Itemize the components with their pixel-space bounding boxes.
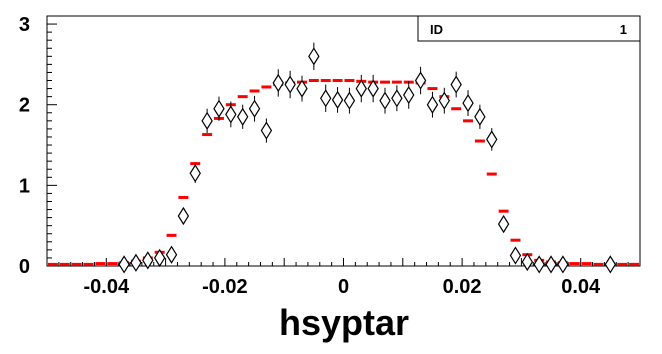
data-point <box>604 255 617 274</box>
diamond-marker <box>213 99 225 118</box>
diamond-marker <box>450 75 462 94</box>
diamond-marker <box>201 111 213 130</box>
y-tick-label: 2 <box>19 95 30 117</box>
data-point <box>189 163 201 183</box>
diamond-marker <box>189 164 201 183</box>
diamond-marker <box>438 91 451 110</box>
diamond-marker <box>521 252 534 272</box>
y-tick-label: 3 <box>19 14 30 36</box>
diamond-marker <box>331 90 344 110</box>
diamond-marker <box>391 89 403 108</box>
diamond-marker <box>284 75 296 94</box>
data-point <box>320 84 332 112</box>
data-point <box>521 252 534 272</box>
diamond-marker <box>486 130 498 149</box>
data-point <box>165 245 178 264</box>
diamond-marker <box>497 214 510 234</box>
data-point <box>153 248 166 268</box>
data-point <box>272 69 284 97</box>
diamond-marker <box>367 79 379 98</box>
data-point <box>130 253 142 272</box>
diamond-marker <box>557 255 569 274</box>
data-point <box>118 255 130 274</box>
data-point <box>379 87 391 114</box>
black-series <box>118 42 617 274</box>
data-point <box>177 206 190 226</box>
plot-frame <box>46 15 641 267</box>
stats-box: ID 1 <box>417 15 641 42</box>
data-point <box>557 255 569 274</box>
diamond-marker <box>379 91 391 110</box>
data-point <box>403 81 415 109</box>
data-point <box>236 104 249 129</box>
diamond-marker <box>260 121 273 140</box>
x-tick-label: -0.02 <box>202 276 248 298</box>
data-point <box>450 71 462 98</box>
diamond-marker <box>142 251 154 270</box>
data-point <box>497 214 510 234</box>
data-point <box>474 104 486 129</box>
data-point <box>426 91 439 118</box>
x-tick-label: 0.02 <box>443 276 482 298</box>
data-point <box>248 95 261 122</box>
y-tick-label: 0 <box>19 256 30 278</box>
diamond-marker <box>462 93 474 113</box>
diamond-marker <box>118 255 130 274</box>
diamond-marker <box>403 85 415 105</box>
stats-box-value: 1 <box>620 22 627 37</box>
diamond-marker <box>545 255 557 274</box>
diamond-marker <box>343 91 356 110</box>
data-point <box>462 90 474 116</box>
diamond-marker <box>604 255 617 274</box>
data-point <box>343 87 356 114</box>
data-point <box>438 87 451 114</box>
data-point <box>545 255 557 274</box>
axis-ticks: -0.04 -0.02 0 0.02 0.04 0 1 2 3 <box>19 14 641 298</box>
stats-box-name: ID <box>430 22 443 37</box>
x-axis-label: hsyptar <box>279 302 409 343</box>
data-point <box>308 42 320 71</box>
diamond-marker <box>426 95 439 114</box>
diamond-marker <box>533 255 545 274</box>
diamond-marker <box>236 107 249 126</box>
y-tick-label: 1 <box>19 175 30 197</box>
data-point <box>391 85 403 112</box>
diamond-marker <box>308 47 320 66</box>
diamond-marker <box>272 73 284 93</box>
diamond-marker <box>130 253 142 272</box>
diamond-marker <box>248 99 261 118</box>
diamond-marker <box>153 248 166 268</box>
data-point <box>355 74 367 103</box>
x-tick-label: 0.04 <box>561 276 601 298</box>
data-point <box>367 74 379 103</box>
data-point <box>142 251 154 270</box>
data-point <box>260 118 273 143</box>
diamond-marker <box>320 89 332 108</box>
x-tick-label: -0.04 <box>84 276 130 298</box>
data-point <box>284 70 296 99</box>
data-point <box>414 66 427 95</box>
data-point <box>533 255 545 274</box>
diamond-marker <box>225 105 237 124</box>
diamond-marker <box>296 79 308 98</box>
data-point <box>486 128 498 151</box>
data-point <box>509 246 522 265</box>
data-point <box>296 75 308 102</box>
diamond-marker <box>509 246 522 265</box>
x-tick-label: 0 <box>338 276 349 298</box>
data-point <box>225 101 237 128</box>
diamond-marker <box>165 245 178 264</box>
diamond-marker <box>474 107 486 126</box>
diamond-marker <box>177 206 190 226</box>
diamond-marker <box>414 71 427 90</box>
data-point <box>331 86 344 113</box>
diamond-marker <box>355 79 367 98</box>
data-point <box>201 108 213 133</box>
data-point <box>213 96 225 121</box>
